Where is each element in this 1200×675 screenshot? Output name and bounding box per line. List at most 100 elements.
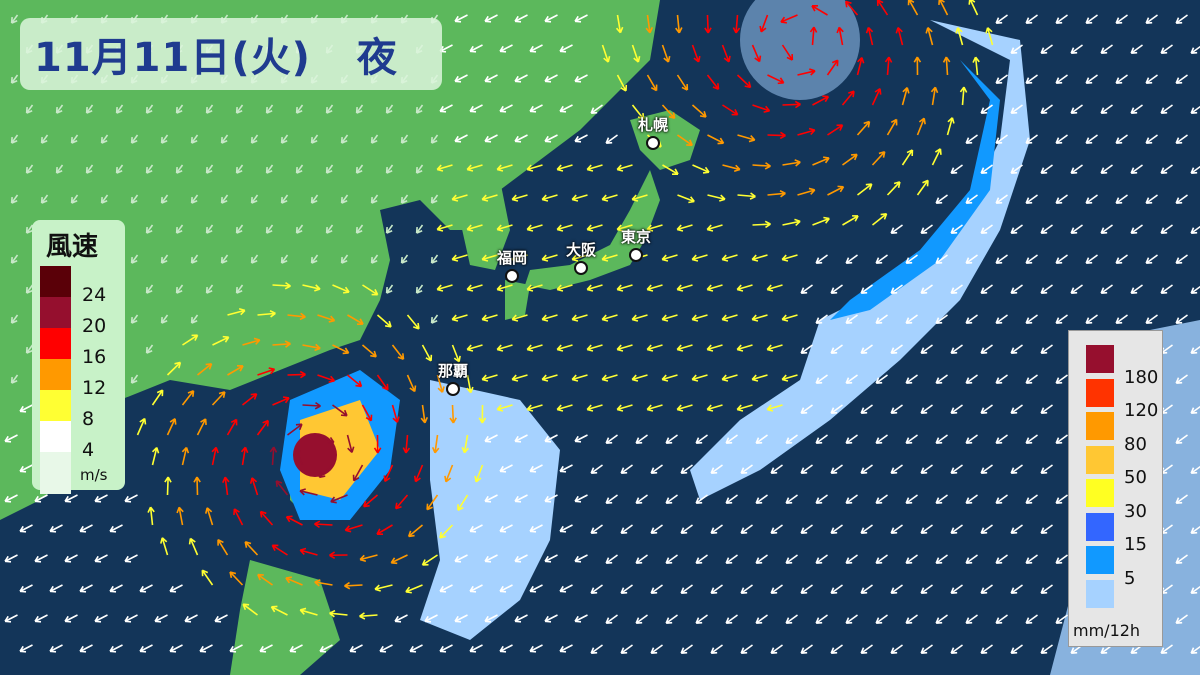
wind-arrow [1055,254,1068,265]
wind-arrow [605,134,618,145]
wind-arrow [875,254,888,265]
wind-arrow [332,284,350,294]
city-marker [504,269,519,283]
wind-arrow [466,224,483,232]
wind-arrow [800,584,813,595]
wind-arrow [635,554,648,565]
wind-arrow [340,134,349,144]
wind-arrow [901,87,910,106]
wind-arrow [79,584,93,593]
land-honshu [525,170,660,290]
wind-arrow [751,314,768,322]
wind-arrow [965,434,978,445]
wind-arrow [426,494,439,511]
wind-arrow [935,314,948,325]
rain-swatch [1086,579,1114,608]
wind-arrow [1160,284,1173,295]
wind-arrow [865,26,874,46]
wind-arrow [10,14,19,24]
wind-arrow [94,554,108,563]
wind-arrow [130,254,139,264]
wind-arrow [886,181,901,196]
wind-arrow [995,494,1008,505]
wind-arrow [845,374,858,385]
wind-arrow [1025,554,1038,565]
wind-arrow [980,224,993,235]
city-tokyo: 東京 [621,226,651,262]
typhoon-center [293,433,337,477]
wind-arrow [920,344,933,355]
wind-arrow [250,194,259,204]
wind-arrow [695,614,708,625]
wind-arrow [620,524,633,535]
wind-arrow [905,374,918,385]
wind-arrow [965,614,978,625]
land-philippines [230,560,340,675]
wind-arrow [466,164,483,172]
wind-arrow [214,614,228,623]
wind-arrow [204,507,214,526]
wind-arrow [631,194,648,202]
wind-arrow [1145,14,1158,25]
wind-arrow [269,446,278,466]
wind-arrow [1115,14,1128,25]
wind-arrow [10,134,19,144]
wind-arrow [451,194,468,202]
wind-arrow [875,314,888,325]
wind-arrow [590,464,603,475]
wind-arrow [10,314,19,324]
wind-arrow [965,554,978,565]
wind-arrow [55,164,64,174]
wind-arrow [935,374,948,385]
wind-arrow [751,374,768,382]
wind-arrow [830,284,843,295]
wind-arrow [272,340,291,348]
wind-arrow [190,254,199,264]
wind-arrow [875,374,888,385]
wind-arrow [695,434,708,445]
wind-arrow [1145,254,1158,265]
wind-arrow [469,584,483,593]
wind-arrow [826,59,839,76]
wind-arrow [280,134,289,144]
wind-arrow [586,224,603,232]
wind-arrow [710,464,723,475]
wind-arrow [299,607,318,616]
wind-arrow [184,614,198,623]
wind-arrow [590,104,603,115]
wind-arrow [205,284,214,294]
wind-arrow [514,74,528,83]
wind-arrow [959,86,968,106]
wind-arrow [1085,254,1098,265]
wind-arrow [938,0,949,16]
wind-arrow [430,254,439,264]
wind-arrow [544,614,558,623]
wind-arrow [295,164,304,174]
wind-arrow [980,284,993,295]
wind-arrow [175,224,184,234]
wind-arrow [40,134,49,144]
wind-arrow [395,494,409,510]
wind-arrow [770,584,783,595]
wind-arrow [770,464,783,475]
wind-arrow [314,579,333,587]
wind-arrow [1025,314,1038,325]
wind-arrow [920,224,933,235]
wind-arrow [229,571,244,586]
wind-arrow [574,14,588,23]
wind-arrow [400,134,409,144]
wind-arrow [605,554,618,565]
wind-swatch [40,328,71,359]
wind-arrow [514,554,528,563]
wind-arrow [169,584,183,593]
wind-label: 16 [82,346,107,368]
wind-arrow [815,434,828,445]
wind-arrow [1055,434,1068,445]
wind-arrow [601,254,618,262]
wind-arrow [526,164,543,172]
wind-arrow [995,614,1008,625]
wind-arrow [374,584,393,592]
wind-arrow [70,134,79,144]
wind-arrow [905,554,918,565]
wind-arrow [406,314,420,330]
